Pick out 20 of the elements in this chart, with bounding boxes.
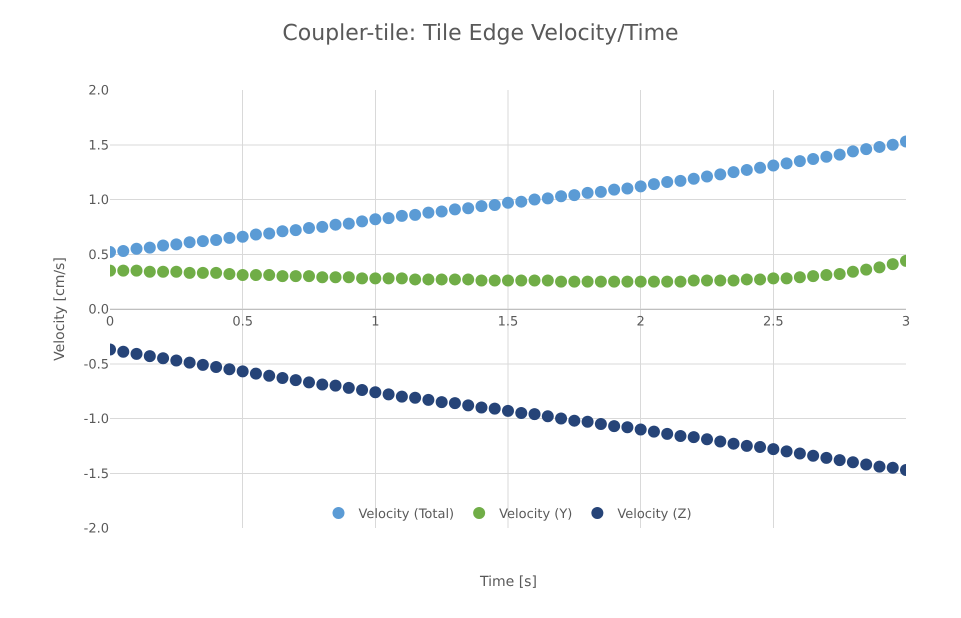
legend-label: Velocity (Total): [358, 507, 454, 522]
y-axis-title: Velocity [cm/s]: [52, 257, 68, 361]
y-tick-label: -2.0: [84, 522, 109, 537]
y-tick-label: -1.0: [84, 412, 109, 428]
y-tick-label: 0.5: [88, 248, 109, 263]
chart-title: Coupler-tile: Tile Edge Velocity/Time: [282, 21, 679, 46]
y-tick-label: 2.0: [88, 84, 109, 99]
x-tick-label: 1: [371, 314, 380, 330]
x-tick-label: 2.5: [762, 314, 784, 330]
x-tick-label: 3: [902, 314, 910, 330]
legend-label: Velocity (Z): [617, 507, 692, 522]
y-tick-label: 1.0: [88, 193, 109, 208]
x-axis-title: Time [s]: [479, 574, 537, 590]
y-tick-label: 1.5: [88, 138, 109, 154]
x-tick-label: 1.5: [498, 314, 518, 330]
x-tick-label: 0.5: [232, 314, 254, 330]
x-tick-label: 2: [636, 314, 645, 330]
legend-label: Velocity (Y): [499, 507, 572, 522]
y-tick-label: -0.5: [84, 357, 109, 372]
y-tick-label: -1.5: [84, 466, 109, 482]
